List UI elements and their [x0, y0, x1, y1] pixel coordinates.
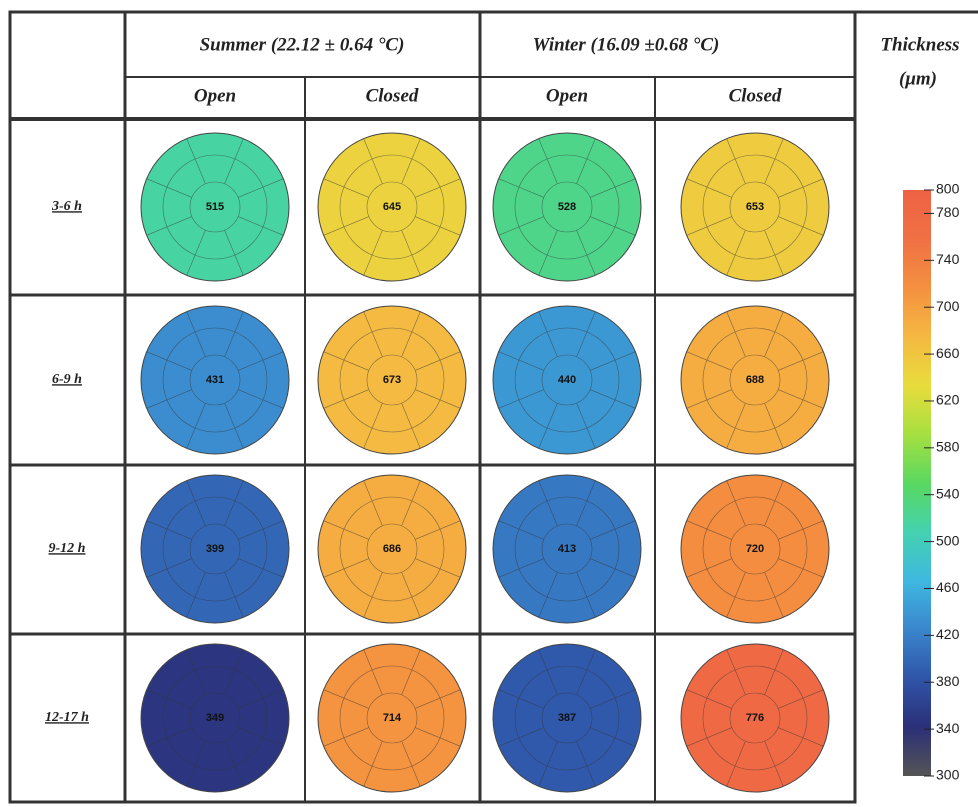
center-value: 645 [383, 201, 401, 213]
row-label: 12-17 h [45, 710, 89, 725]
season-header: Winter (16.09 ±0.68 °C) [533, 34, 720, 55]
colorbar-tick-label: 660 [936, 345, 960, 361]
condition-header: Open [546, 85, 588, 106]
colorbar-tick-label: 300 [936, 767, 960, 783]
center-value: 714 [383, 712, 402, 724]
colorbar-tick-label: 700 [936, 298, 960, 314]
colorbar-tick-label: 740 [936, 251, 960, 267]
row-label: 3-6 h [51, 199, 82, 214]
thickness-unit: (μm) [899, 68, 937, 89]
center-value: 653 [746, 201, 764, 213]
center-value: 413 [558, 543, 576, 555]
center-value: 349 [206, 712, 224, 724]
figure: Summer (22.12 ± 0.64 °C) Winter (16.09 ±… [0, 0, 978, 807]
colorbar-tick-label: 780 [936, 204, 960, 220]
condition-header: Closed [366, 85, 419, 106]
colorbar-tick-label: 380 [936, 673, 960, 689]
colorbar-tick-label: 620 [936, 392, 960, 408]
colorbar-tick-label: 460 [936, 579, 960, 595]
row-label: 6-9 h [52, 372, 82, 387]
thickness-label: Thickness [880, 34, 959, 55]
center-value: 440 [558, 374, 576, 386]
center-value: 515 [206, 201, 224, 213]
condition-header: Closed [729, 85, 782, 106]
center-value: 688 [746, 374, 764, 386]
colorbar-tick-label: 580 [936, 439, 960, 455]
center-value: 399 [206, 543, 224, 555]
center-value: 673 [383, 374, 401, 386]
center-value: 528 [558, 201, 576, 213]
center-value: 431 [206, 374, 224, 386]
center-value: 686 [383, 543, 401, 555]
row-label: 9-12 h [49, 541, 86, 556]
colorbar-tick-label: 540 [936, 485, 960, 501]
colorbar-tick-label: 420 [936, 626, 960, 642]
colorbar [903, 190, 931, 776]
colorbar-tick-label: 340 [936, 720, 960, 736]
colorbar-tick-label: 500 [936, 532, 960, 548]
center-value: 776 [746, 712, 764, 724]
condition-header: Open [194, 85, 236, 106]
season-header: Summer (22.12 ± 0.64 °C) [200, 34, 405, 55]
colorbar-tick-label: 800 [936, 181, 960, 197]
center-value: 387 [558, 712, 576, 724]
center-value: 720 [746, 543, 764, 555]
